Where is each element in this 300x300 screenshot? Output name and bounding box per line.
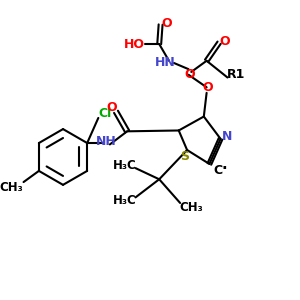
- Text: Cl: Cl: [99, 107, 112, 120]
- Text: S: S: [180, 151, 189, 164]
- Text: C: C: [213, 164, 222, 177]
- Text: ·: ·: [222, 161, 227, 176]
- Text: HO: HO: [124, 38, 145, 51]
- Text: O: O: [184, 68, 195, 81]
- Text: O: O: [106, 101, 117, 114]
- Text: H₃C: H₃C: [112, 194, 136, 207]
- Text: O: O: [203, 81, 213, 94]
- Text: NH: NH: [96, 135, 117, 148]
- Text: O: O: [161, 16, 172, 30]
- Text: CH₃: CH₃: [179, 201, 203, 214]
- Text: HN: HN: [154, 56, 175, 69]
- Text: H₃C: H₃C: [112, 159, 136, 172]
- Text: R1: R1: [227, 68, 245, 81]
- Text: N: N: [222, 130, 233, 142]
- Text: O: O: [219, 35, 230, 48]
- Text: CH₃: CH₃: [0, 181, 23, 194]
